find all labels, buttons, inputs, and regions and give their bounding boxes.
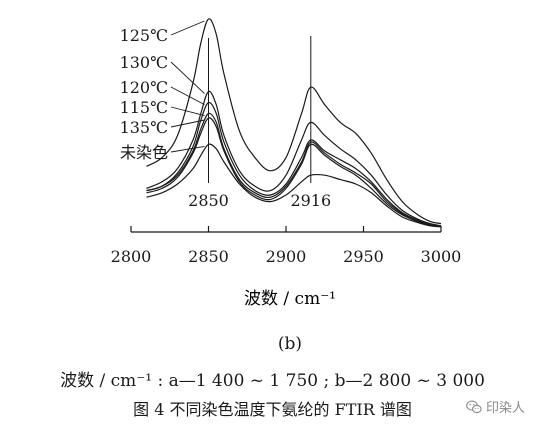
ftir-chart: 2800 2850 2900 2950 3000 2850 2916 125℃130℃12… <box>111 18 462 309</box>
series-label-3: 115℃ <box>120 98 168 117</box>
series-line-5 <box>146 143 442 228</box>
peak-label-0: 2850 <box>188 191 229 210</box>
series-leader-4 <box>170 119 205 128</box>
series-line-2 <box>146 101 442 227</box>
x-axis: 2800 2850 2900 2950 3000 <box>111 226 462 266</box>
wechat-icon <box>466 400 482 413</box>
series-leader-1 <box>170 61 205 94</box>
x-tick-label-0: 2800 <box>111 247 152 266</box>
panel-label: (b) <box>277 334 303 354</box>
series-line-0 <box>146 18 442 225</box>
x-tick-label-4: 3000 <box>421 247 462 266</box>
x-tick-label-3: 2950 <box>343 247 384 266</box>
series-label-2: 120℃ <box>120 78 168 97</box>
x-tick-label-2: 2900 <box>266 247 307 266</box>
series-label-5: 未染色 <box>120 143 168 162</box>
peak-annotations: 2850 2916 <box>188 36 331 210</box>
series-leader-5 <box>170 145 205 153</box>
series-label-1: 130℃ <box>120 53 168 72</box>
series-line-3 <box>146 112 442 227</box>
watermark: 印染人 <box>466 397 525 416</box>
x-axis-label: 波数 / cm⁻¹ <box>244 289 336 309</box>
axis-note: 波数 / cm⁻¹ : a—1 400 ~ 1 750 ; b—2 800 ~ … <box>60 371 485 391</box>
series-label-0: 125℃ <box>120 26 168 45</box>
series-leader-0 <box>170 20 205 36</box>
figure-title: 图 4 不同染色温度下氨纶的 FTIR 谱图 <box>133 400 412 419</box>
watermark-text: 印染人 <box>486 401 526 416</box>
series-line-4 <box>146 117 442 227</box>
series-leader-2 <box>170 86 205 105</box>
x-tick-label-1: 2850 <box>188 247 229 266</box>
series-leader-3 <box>170 106 205 117</box>
series-label-4: 135℃ <box>120 118 168 137</box>
peak-label-1: 2916 <box>290 191 331 210</box>
